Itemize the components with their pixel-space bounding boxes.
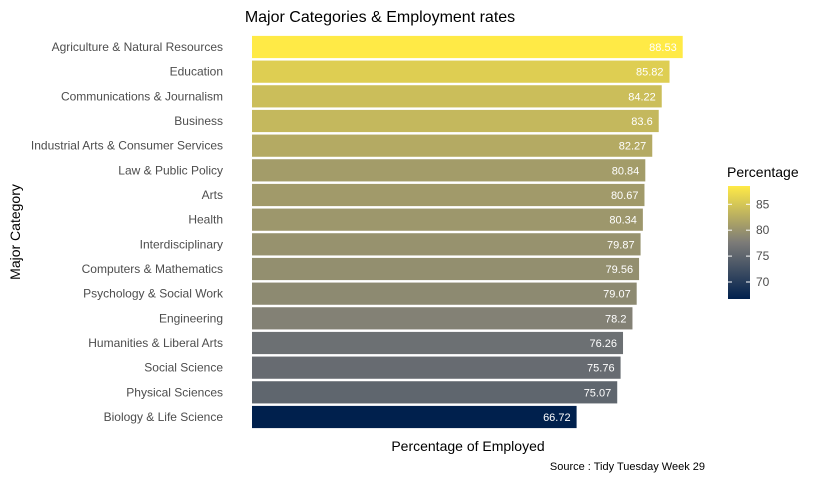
category-label: Biology & Life Science bbox=[104, 410, 224, 424]
value-label: 75.76 bbox=[587, 363, 615, 375]
chart-title: Major Categories & Employment rates bbox=[245, 9, 515, 26]
value-labels: 88.53 85.82 84.22 83.6 82.27 80.84 80.67 80.34 7… bbox=[543, 42, 677, 424]
legend-tick-label: 80 bbox=[756, 223, 770, 237]
value-label: 82.27 bbox=[619, 141, 647, 153]
value-label: 80.67 bbox=[611, 190, 639, 202]
bar-6 bbox=[252, 183, 645, 207]
bar-10 bbox=[252, 282, 637, 305]
y-axis-title: Major Category bbox=[7, 184, 23, 280]
value-label: 79.56 bbox=[606, 264, 634, 276]
bar-8 bbox=[252, 233, 641, 256]
bar-3 bbox=[252, 109, 659, 133]
value-label: 78.2 bbox=[605, 313, 626, 325]
legend-tick-label: 70 bbox=[756, 275, 770, 289]
value-label: 79.07 bbox=[603, 289, 631, 301]
legend-ticks: 70 75 80 85 bbox=[728, 197, 770, 289]
category-labels: Agriculture & Natural Resources Education… bbox=[31, 40, 224, 424]
category-label: Agriculture & Natural Resources bbox=[52, 40, 223, 54]
legend-colorbar bbox=[728, 186, 750, 299]
value-label: 80.34 bbox=[609, 215, 637, 227]
value-label: 84.22 bbox=[628, 91, 656, 103]
bar-4 bbox=[252, 134, 653, 157]
value-label: 88.53 bbox=[649, 42, 677, 54]
category-label: Health bbox=[188, 213, 223, 227]
legend-title: Percentage bbox=[727, 164, 799, 180]
category-label: Computers & Mathematics bbox=[82, 262, 223, 276]
category-label: Psychology & Social Work bbox=[83, 287, 224, 301]
category-label: Humanities & Liberal Arts bbox=[88, 336, 223, 350]
bar-15 bbox=[252, 405, 577, 429]
bar-5 bbox=[252, 159, 646, 182]
bar-14 bbox=[252, 381, 618, 404]
category-label: Business bbox=[174, 114, 223, 128]
bar-9 bbox=[252, 257, 640, 281]
legend: Percentage 70 75 80 85 bbox=[727, 164, 799, 299]
category-label: Law & Public Policy bbox=[118, 163, 223, 177]
category-label: Arts bbox=[202, 188, 223, 202]
category-label: Engineering bbox=[159, 311, 223, 325]
bar-13 bbox=[252, 356, 621, 379]
value-label: 85.82 bbox=[636, 67, 664, 79]
chart-caption: Source : Tidy Tuesday Week 29 bbox=[550, 461, 705, 473]
bar-2 bbox=[252, 85, 662, 108]
bars-group bbox=[252, 35, 683, 429]
legend-tick-label: 85 bbox=[756, 197, 770, 211]
category-label: Physical Sciences bbox=[126, 385, 223, 399]
category-label: Communications & Journalism bbox=[61, 89, 223, 103]
value-label: 76.26 bbox=[589, 338, 617, 350]
value-label: 66.72 bbox=[543, 412, 571, 424]
category-label: Interdisciplinary bbox=[140, 237, 223, 251]
category-label: Social Science bbox=[144, 361, 223, 375]
bar-7 bbox=[252, 208, 643, 231]
value-label: 79.87 bbox=[607, 239, 635, 251]
bar-1 bbox=[252, 60, 670, 83]
value-label: 80.84 bbox=[612, 165, 640, 177]
bar-12 bbox=[252, 331, 624, 355]
value-label: 83.6 bbox=[631, 116, 652, 128]
bar-0 bbox=[252, 35, 683, 59]
category-label: Industrial Arts & Consumer Services bbox=[31, 139, 223, 153]
bar-11 bbox=[252, 307, 633, 330]
value-label: 75.07 bbox=[584, 387, 612, 399]
x-axis-title: Percentage of Employed bbox=[391, 438, 544, 454]
legend-tick-label: 75 bbox=[756, 249, 770, 263]
category-label: Education bbox=[170, 65, 223, 79]
